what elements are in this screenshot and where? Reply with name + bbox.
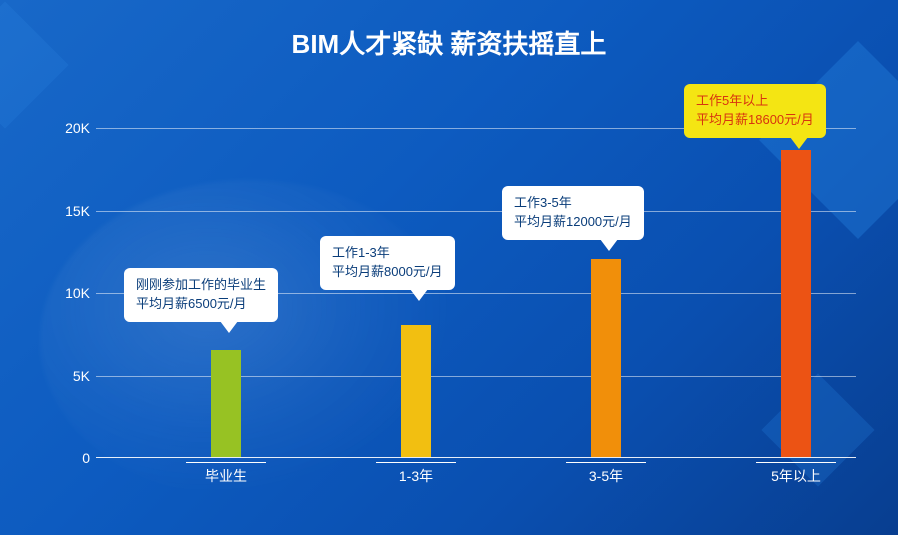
bg-cube	[0, 1, 69, 128]
callout: 工作3-5年平均月薪12000元/月	[502, 186, 644, 240]
bar	[401, 325, 431, 457]
salary-chart: 05K10K15K20K毕业生1-3年3-5年5年以上刚刚参加工作的毕业生平均月…	[56, 128, 856, 488]
callout: 工作1-3年平均月薪8000元/月	[320, 236, 455, 290]
bar	[781, 150, 811, 457]
x-tick-underline	[186, 462, 266, 463]
bar	[591, 259, 621, 457]
callout-line1: 工作3-5年	[514, 195, 572, 210]
x-tick-label: 1-3年	[399, 466, 433, 486]
callout-line1: 工作1-3年	[332, 245, 390, 260]
gridline	[96, 211, 856, 212]
callout-line1: 工作5年以上	[696, 93, 768, 108]
callout: 刚刚参加工作的毕业生平均月薪6500元/月	[124, 268, 278, 322]
y-tick-label: 0	[56, 450, 90, 466]
y-tick-label: 15K	[56, 203, 90, 219]
callout-line1: 刚刚参加工作的毕业生	[136, 277, 266, 292]
bar-rect	[401, 325, 431, 457]
x-tick-underline	[756, 462, 836, 463]
bar-rect	[591, 259, 621, 457]
bar-rect	[781, 150, 811, 457]
callout-tail-icon	[790, 137, 808, 149]
y-tick-label: 5K	[56, 368, 90, 384]
x-tick-underline	[376, 462, 456, 463]
x-tick-label: 3-5年	[589, 466, 623, 486]
x-tick-label: 毕业生	[205, 466, 247, 486]
x-tick-underline	[566, 462, 646, 463]
bar-rect	[211, 350, 241, 457]
plot-area: 05K10K15K20K毕业生1-3年3-5年5年以上刚刚参加工作的毕业生平均月…	[96, 128, 856, 458]
callout: 工作5年以上平均月薪18600元/月	[684, 84, 826, 138]
callout-line2: 平均月薪8000元/月	[332, 263, 443, 282]
callout-line2: 平均月薪18600元/月	[696, 111, 814, 130]
callout-tail-icon	[600, 239, 618, 251]
callout-tail-icon	[220, 321, 238, 333]
x-tick-label: 5年以上	[771, 466, 821, 486]
y-tick-label: 10K	[56, 285, 90, 301]
callout-line2: 平均月薪6500元/月	[136, 295, 266, 314]
bar	[211, 350, 241, 457]
gridline	[96, 376, 856, 377]
chart-title: BIM人才紧缺 薪资扶摇直上	[0, 24, 898, 61]
callout-line2: 平均月薪12000元/月	[514, 213, 632, 232]
y-tick-label: 20K	[56, 120, 90, 136]
callout-tail-icon	[410, 289, 428, 301]
